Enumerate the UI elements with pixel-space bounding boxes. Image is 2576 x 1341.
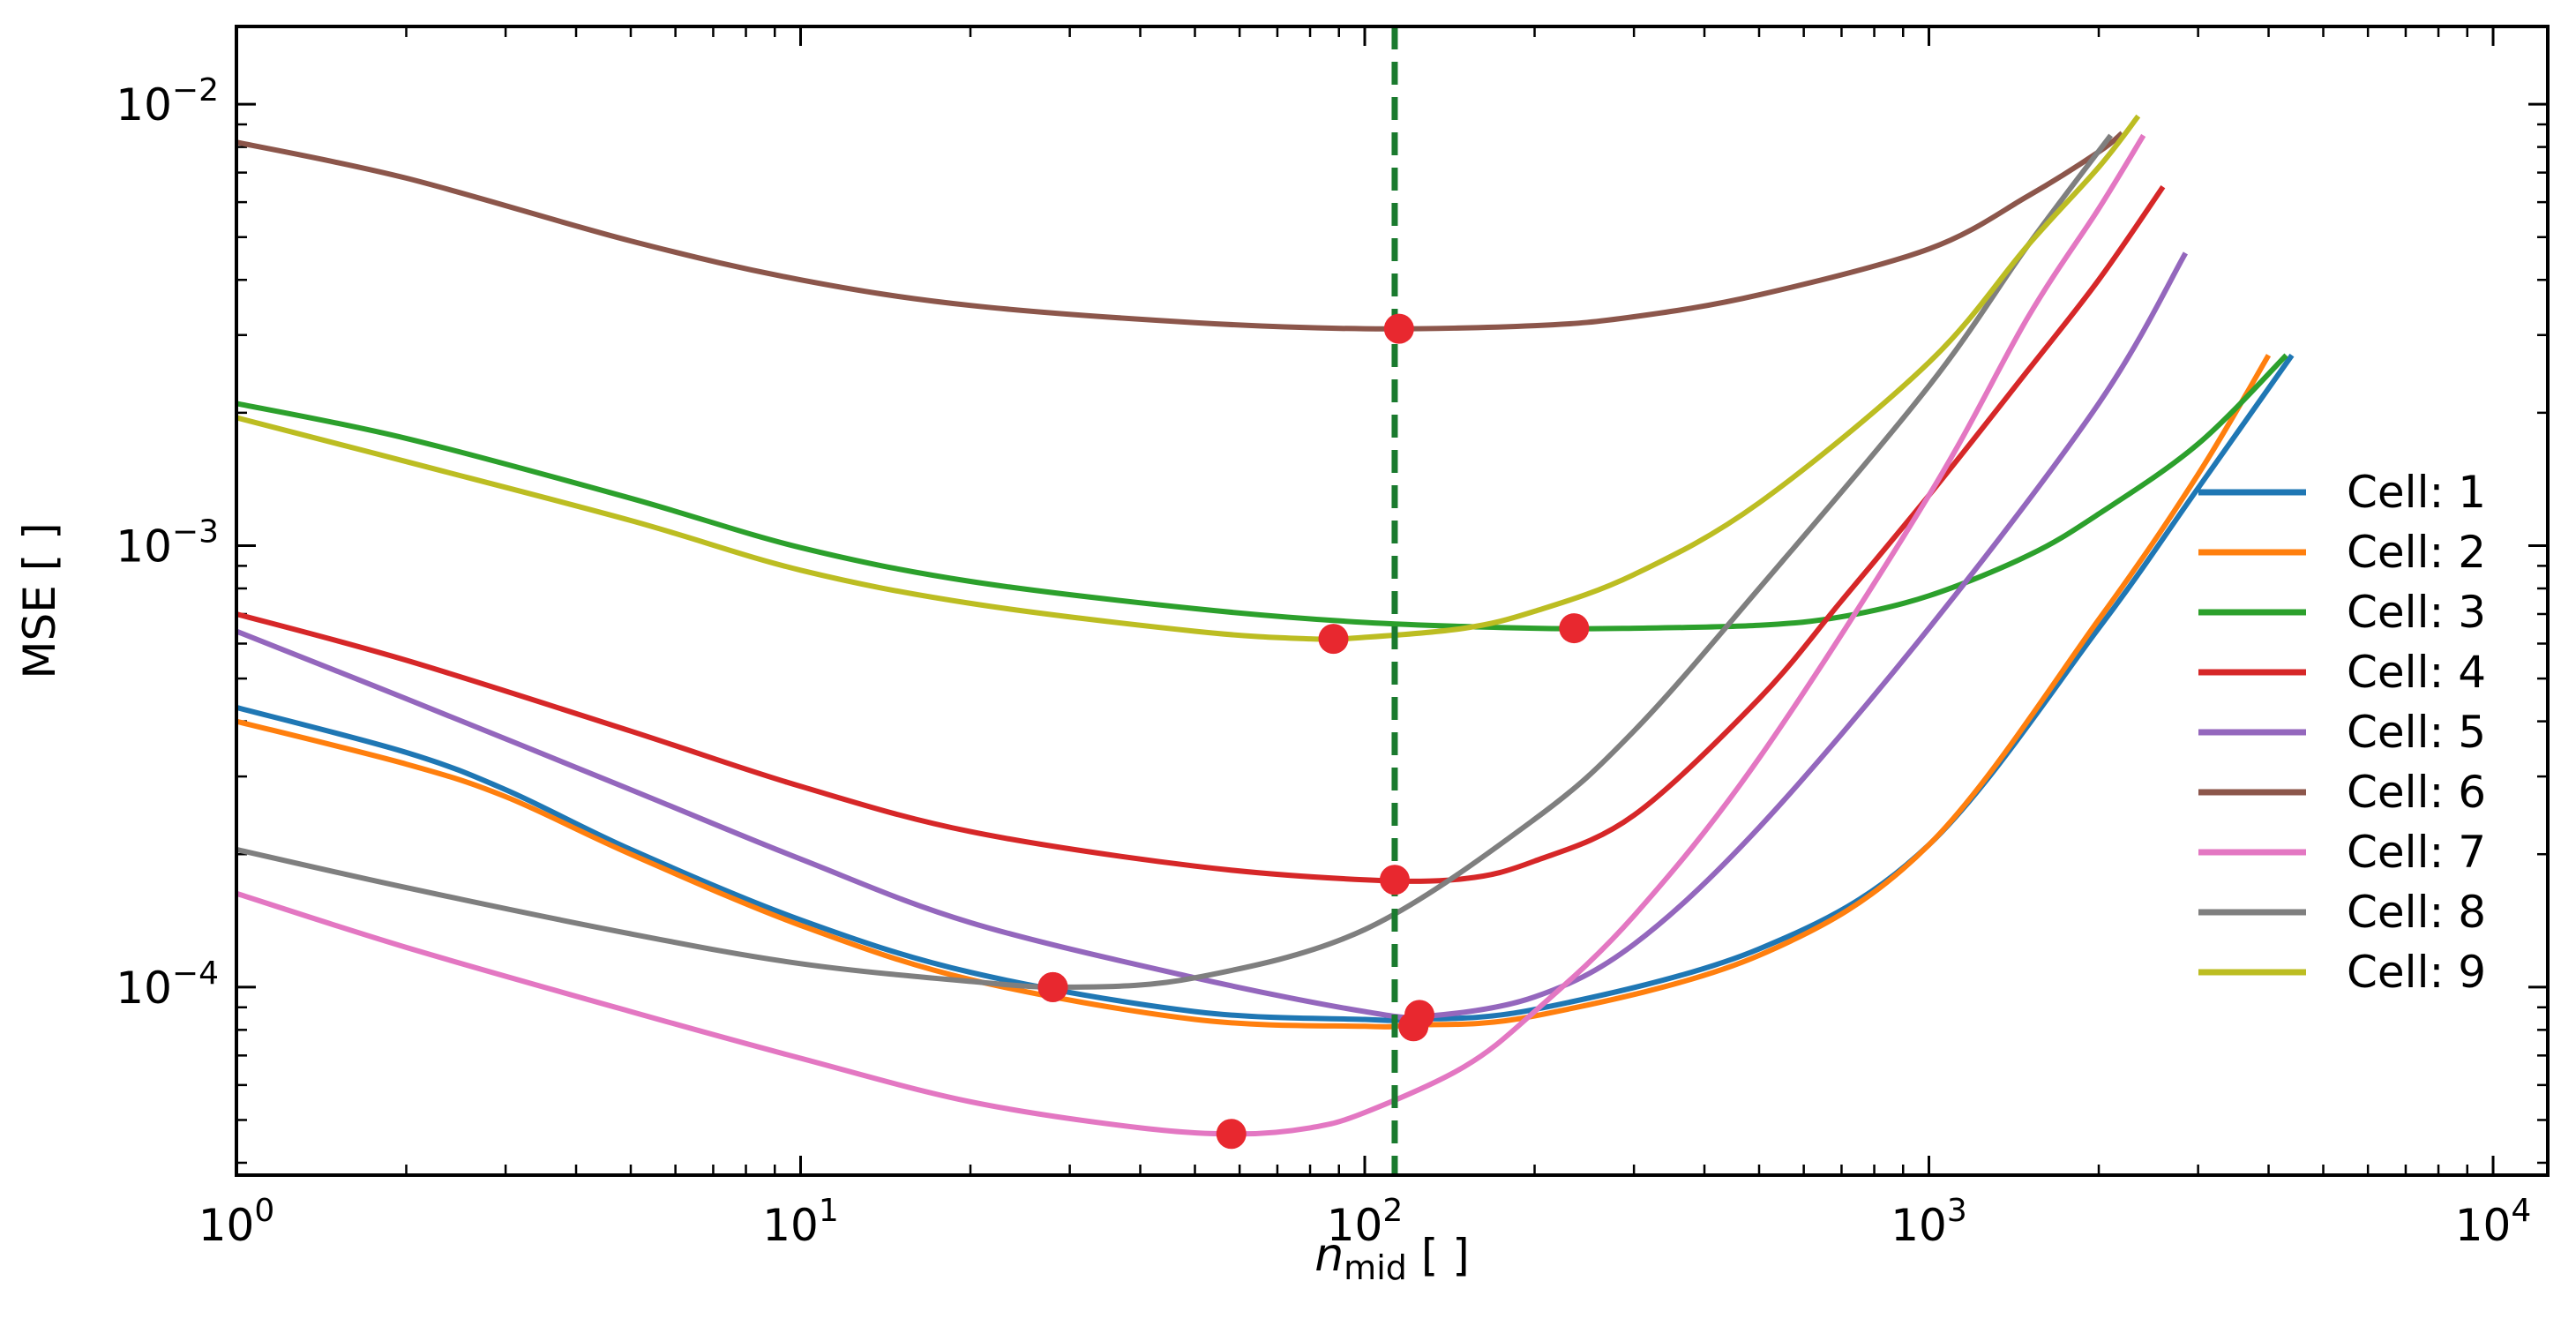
x-axis-title: nmid [ ] <box>1314 1229 1470 1287</box>
legend-label-cell-7: Cell: 7 <box>2347 827 2486 878</box>
min-marker-cell-9 <box>1318 624 1349 655</box>
x-tick-base: 10 <box>1891 1200 1947 1251</box>
x-tick-exponent: 0 <box>254 1193 274 1229</box>
y-tick-exponent: −2 <box>172 72 219 109</box>
legend-label-cell-1: Cell: 1 <box>2347 467 2486 518</box>
x-tick-base: 10 <box>2455 1200 2512 1251</box>
x-tick-exponent: 2 <box>1382 1193 1403 1229</box>
x-tick-exponent: 3 <box>1947 1193 1967 1229</box>
series-line-cell-7 <box>236 133 2146 1137</box>
legend-label-cell-2: Cell: 2 <box>2347 527 2486 578</box>
x-tick-exponent: 4 <box>2511 1193 2531 1229</box>
min-marker-cell-7 <box>1216 1119 1247 1150</box>
y-tick-labels: 10−410−310−2 <box>116 72 219 1014</box>
y-tick-label: 10−4 <box>116 955 219 1014</box>
x-tick-label: 103 <box>1891 1193 1967 1251</box>
min-marker-cell-6 <box>1383 313 1414 344</box>
y-tick-base: 10 <box>116 79 172 131</box>
min-marker-cell-3 <box>1559 613 1590 644</box>
min-marker-cell-4 <box>1379 865 1410 895</box>
y-tick-exponent: −4 <box>172 955 219 992</box>
y-tick-exponent: −3 <box>172 513 219 550</box>
y-tick-base: 10 <box>116 963 172 1014</box>
legend: Cell: 1 Cell: 2 Cell: 3 Cell: 4 Cell: 5 Cell:… <box>2198 467 2486 998</box>
min-marker-cell-5 <box>1404 1000 1434 1030</box>
x-tick-label: 102 <box>1327 1193 1404 1251</box>
x-tick-base: 10 <box>762 1200 819 1251</box>
y-tick-label: 10−2 <box>116 72 219 131</box>
x-axis-title-subscript: mid <box>1344 1248 1407 1287</box>
x-tick-label: 101 <box>762 1193 839 1251</box>
series-line-cell-6 <box>236 131 2124 332</box>
marker-layer <box>1037 313 1590 1150</box>
x-tick-labels: 100 101 102 103 104 <box>198 1193 2532 1251</box>
legend-label-cell-6: Cell: 6 <box>2347 767 2486 818</box>
series-line-cell-2 <box>236 354 2272 1030</box>
y-tick-base: 10 <box>116 521 172 572</box>
x-tick-base: 10 <box>198 1200 255 1251</box>
legend-label-cell-3: Cell: 3 <box>2347 587 2486 638</box>
y-tick-label: 10−3 <box>116 513 219 572</box>
x-axis-title-main: n <box>1314 1229 1344 1282</box>
x-tick-label: 100 <box>198 1193 275 1251</box>
series-line-cell-5 <box>236 251 2188 1021</box>
x-tick-exponent: 1 <box>819 1193 839 1229</box>
x-tick-label: 104 <box>2455 1193 2532 1251</box>
legend-label-cell-5: Cell: 5 <box>2347 707 2486 758</box>
series-line-cell-9 <box>236 114 2141 642</box>
x-axis-title-unit: [ ] <box>1421 1230 1470 1281</box>
x-tick-base: 10 <box>1327 1200 1383 1251</box>
series-line-cell-1 <box>236 353 2295 1023</box>
legend-label-cell-4: Cell: 4 <box>2347 647 2486 698</box>
y-axis-title: MSE [ ] <box>14 522 65 678</box>
series-layer <box>236 114 2295 1137</box>
legend-label-cell-9: Cell: 9 <box>2347 947 2486 998</box>
plot-frame <box>235 25 2550 1177</box>
series-line-cell-4 <box>236 185 2166 884</box>
min-marker-cell-8 <box>1037 971 1068 1002</box>
series-line-cell-8 <box>236 133 2113 991</box>
legend-label-cell-8: Cell: 8 <box>2347 887 2486 938</box>
